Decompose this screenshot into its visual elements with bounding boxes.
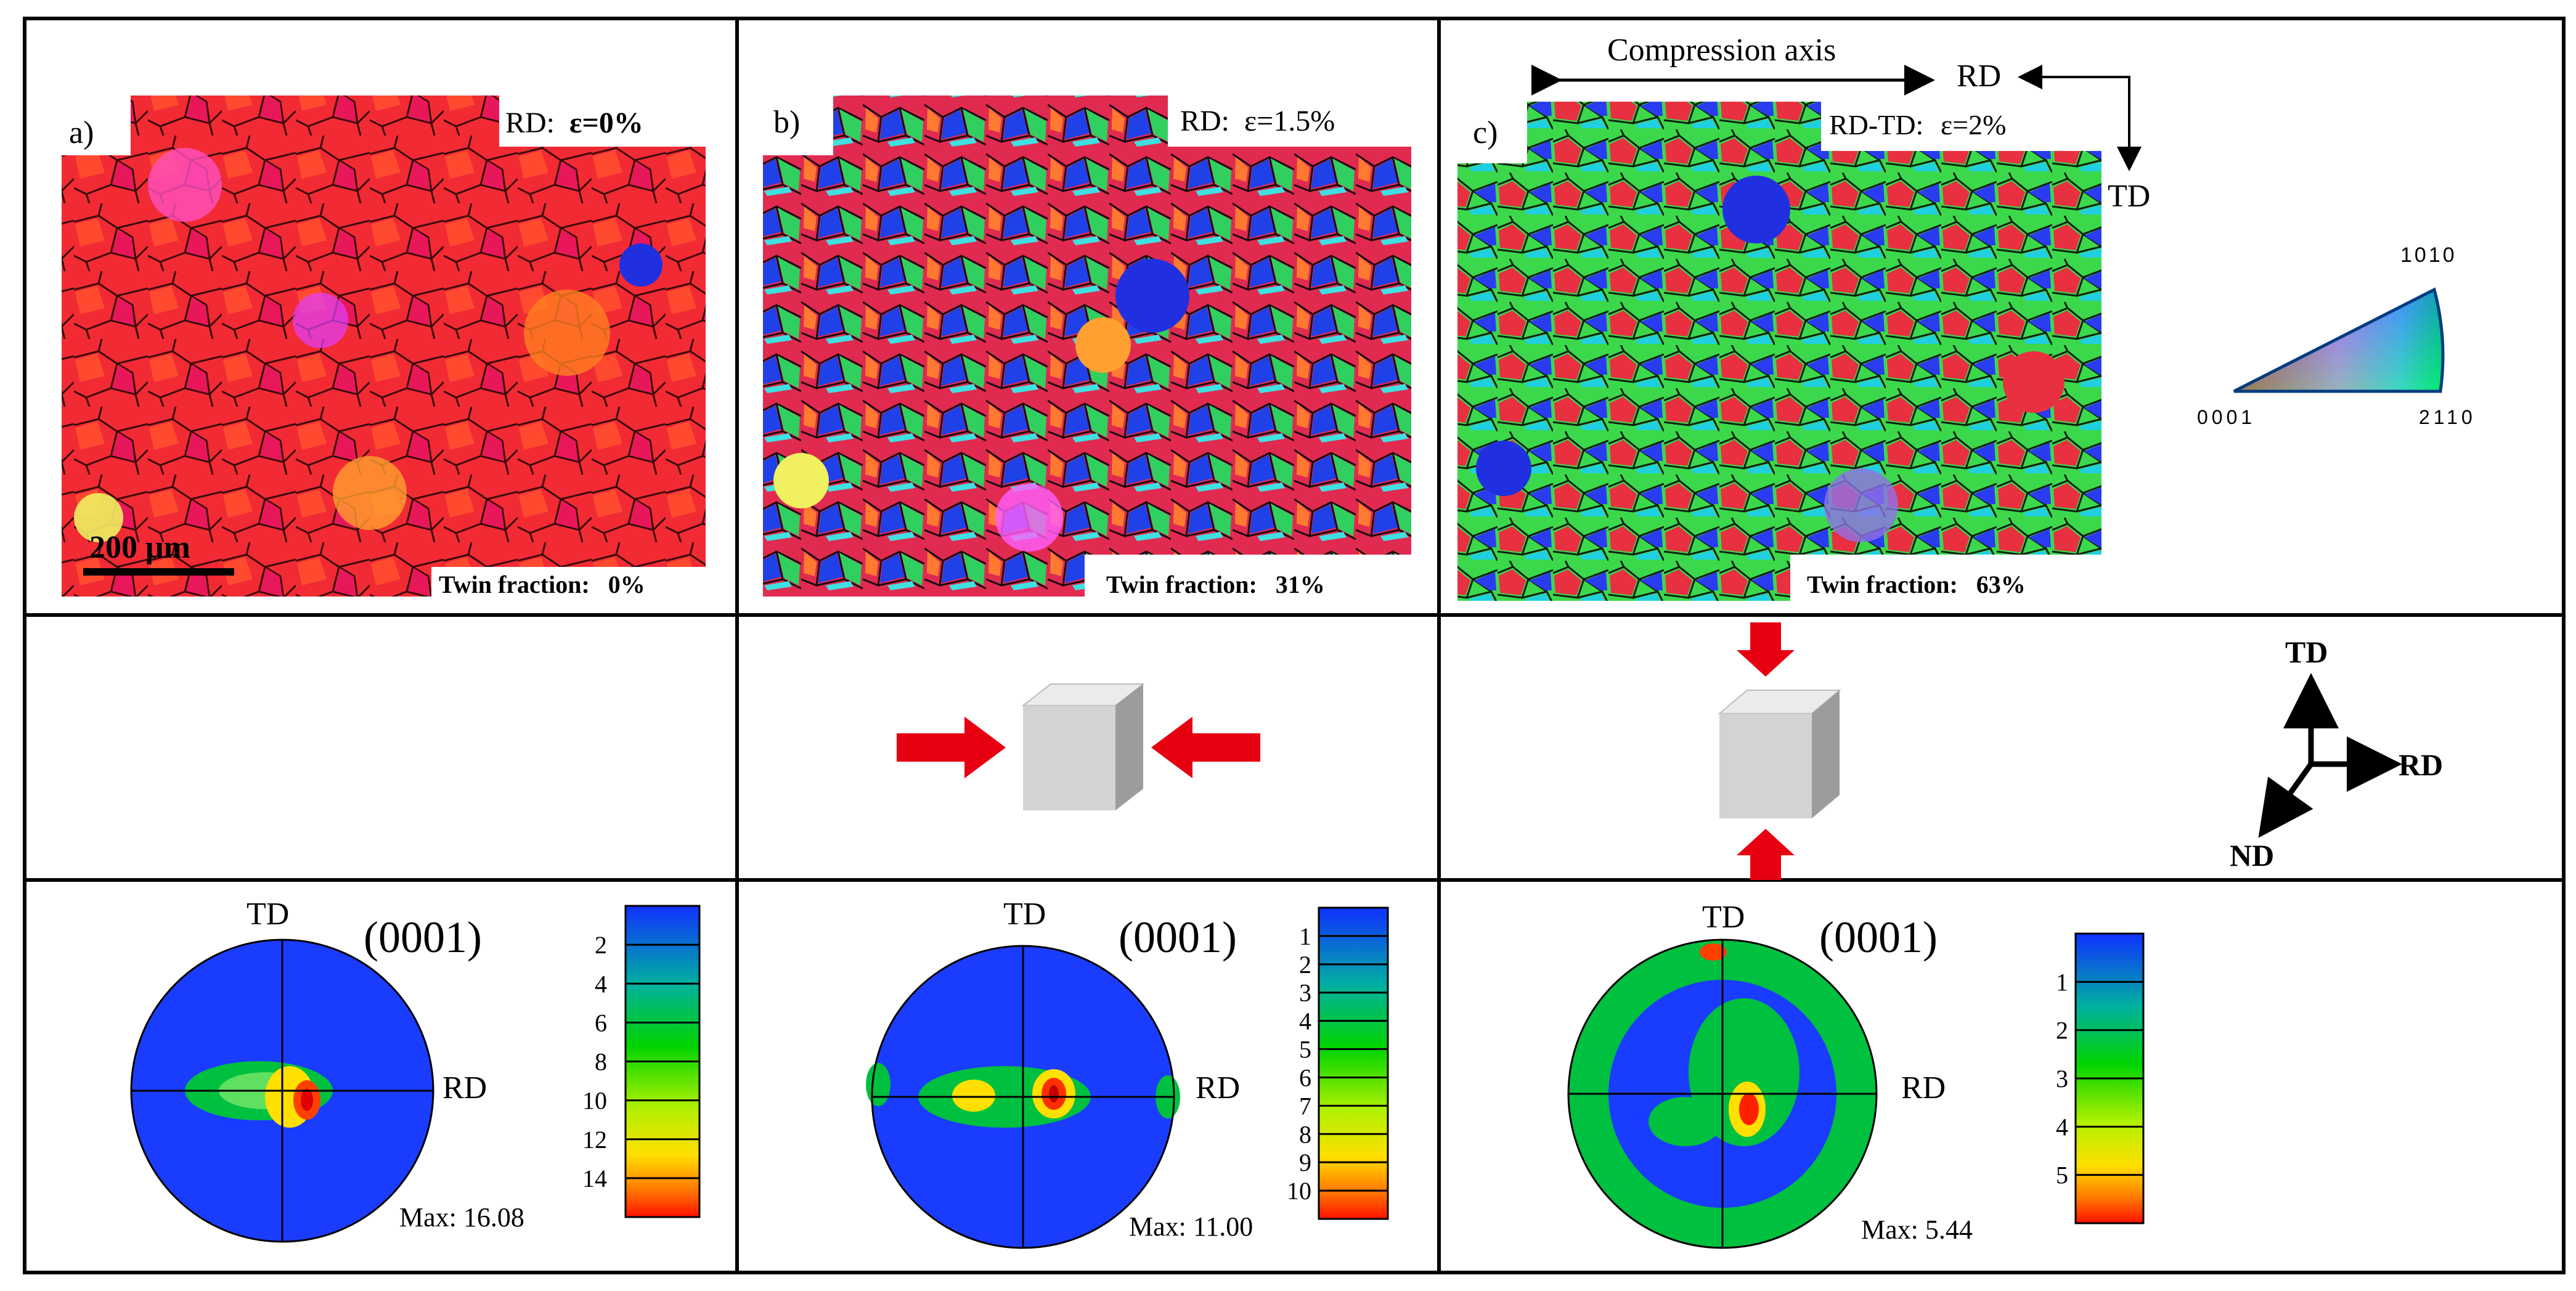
panel-b-letter: b) bbox=[773, 105, 800, 140]
panel-a-strain: ε=0% bbox=[569, 107, 643, 139]
panel-a-direction: RD: bbox=[505, 107, 555, 139]
scale-tick-label: 10 bbox=[582, 1087, 607, 1115]
panel-b-twin-label: Twin fraction: bbox=[1106, 571, 1257, 598]
panel-b-direction: RD: bbox=[1180, 105, 1229, 137]
color-scale-b bbox=[1318, 906, 1389, 1220]
compress-arrow-left bbox=[897, 717, 1006, 778]
pole-figure-b bbox=[866, 945, 1180, 1249]
panel-c-direction: RD-TD: bbox=[1829, 109, 1923, 141]
svg-text:RD-TD: ε=2%: RD-TD: ε=2% bbox=[1829, 109, 2006, 141]
panel-a-twin-label: Twin fraction: bbox=[439, 571, 590, 598]
pf-a-rd: RD bbox=[442, 1070, 487, 1106]
pole-figure-a bbox=[130, 939, 434, 1243]
svg-text:RD: ε=1.5%: RD: ε=1.5% bbox=[1180, 105, 1335, 137]
scale-tick-label: 3 bbox=[2056, 1065, 2068, 1093]
pole-figure-c bbox=[1567, 939, 1878, 1249]
cube-panel-b bbox=[1021, 683, 1145, 810]
scale-bar-label: 200 μm bbox=[89, 530, 190, 565]
pf-b-max: Max: 11.00 bbox=[1129, 1212, 1253, 1242]
scale-tick-label: 5 bbox=[1299, 1036, 1311, 1064]
cube-panel-c bbox=[1718, 690, 1841, 818]
pf-c-rd: RD bbox=[1901, 1070, 1946, 1106]
ipf-key-right: 2110 bbox=[2419, 406, 2476, 428]
ipf-color-key: 1010 0001 2110 bbox=[2197, 243, 2476, 428]
scale-tick-label: 5 bbox=[2056, 1162, 2068, 1189]
compression-axis-label: Compression axis bbox=[1607, 33, 1836, 68]
compress-arrow-top bbox=[1737, 622, 1795, 677]
panel-c-letter: c) bbox=[1473, 115, 1498, 150]
panel-c-twin-value: 63% bbox=[1976, 571, 2026, 598]
panel-a-letter: a) bbox=[69, 115, 94, 150]
figure-grid bbox=[23, 17, 2566, 1274]
scale-tick-label: 12 bbox=[582, 1126, 607, 1154]
scale-tick-label: 8 bbox=[595, 1048, 607, 1076]
svg-text:RD: ε=0%: RD: ε=0% bbox=[505, 107, 643, 139]
scale-tick-label: 3 bbox=[1299, 979, 1311, 1007]
svg-text:Twin fraction: 31%: Twin fraction: 31% bbox=[1106, 571, 1325, 598]
ebsd-map-b bbox=[763, 96, 1411, 597]
ipf-key-top: 1010 bbox=[2400, 243, 2457, 267]
pf-c-plane: (0001) bbox=[1819, 913, 1938, 962]
compress-arrow-right bbox=[1151, 717, 1260, 778]
scale-tick-label: 2 bbox=[595, 931, 607, 959]
pf-c-td: TD bbox=[1702, 900, 1745, 935]
panel-c-strain: ε=2% bbox=[1941, 109, 2007, 141]
pf-a-max: Max: 16.08 bbox=[399, 1202, 524, 1232]
rd-td-corner-arrow bbox=[2024, 76, 2142, 171]
pf-b-rd: RD bbox=[1196, 1070, 1240, 1106]
scale-tick-label: 10 bbox=[1287, 1177, 1311, 1205]
axis-td-top: TD bbox=[2108, 179, 2150, 214]
ebsd-map-c bbox=[1457, 102, 2101, 601]
coord-td-label: TD bbox=[2285, 635, 2328, 669]
axis-rd-top: RD bbox=[1957, 59, 2001, 94]
panel-a-twin-value: 0% bbox=[608, 571, 645, 598]
ipf-key-left: 0001 bbox=[2197, 406, 2256, 428]
pf-b-td: TD bbox=[1003, 897, 1046, 932]
pf-c-max: Max: 5.44 bbox=[1861, 1215, 1973, 1245]
compress-arrow-bottom bbox=[1737, 829, 1795, 880]
ebsd-map-a bbox=[62, 96, 706, 597]
scale-tick-label: 9 bbox=[1299, 1149, 1311, 1176]
scale-tick-label: 2 bbox=[2056, 1017, 2068, 1045]
coord-rd-label: RD bbox=[2399, 747, 2443, 782]
pf-a-td: TD bbox=[247, 897, 289, 932]
scale-tick-label: 2 bbox=[1299, 951, 1311, 979]
scale-tick-label: 14 bbox=[582, 1165, 607, 1192]
scale-tick-label: 4 bbox=[595, 970, 607, 998]
pf-a-plane: (0001) bbox=[364, 913, 482, 962]
scale-tick-label: 6 bbox=[1299, 1064, 1311, 1091]
scale-tick-label: 1 bbox=[2056, 968, 2068, 996]
coord-nd-label: ND bbox=[2230, 838, 2274, 873]
scale-tick-label: 6 bbox=[595, 1009, 607, 1036]
coordinate-axes bbox=[2258, 673, 2402, 838]
panel-c-twin-label: Twin fraction: bbox=[1807, 571, 1958, 598]
svg-text:Twin fraction: 0%: Twin fraction: 0% bbox=[439, 571, 645, 598]
scale-tick-label: 4 bbox=[1299, 1008, 1311, 1035]
panel-b-twin-value: 31% bbox=[1276, 571, 1325, 598]
scale-tick-label: 4 bbox=[2056, 1113, 2068, 1141]
svg-text:Twin fraction: 63%: Twin fraction: 63% bbox=[1807, 571, 2026, 598]
pf-b-plane: (0001) bbox=[1119, 913, 1237, 962]
panel-b-strain: ε=1.5% bbox=[1244, 105, 1335, 137]
scale-tick-label: 8 bbox=[1299, 1120, 1311, 1148]
scale-tick-label: 7 bbox=[1299, 1092, 1311, 1120]
scale-tick-label: 1 bbox=[1299, 922, 1311, 950]
